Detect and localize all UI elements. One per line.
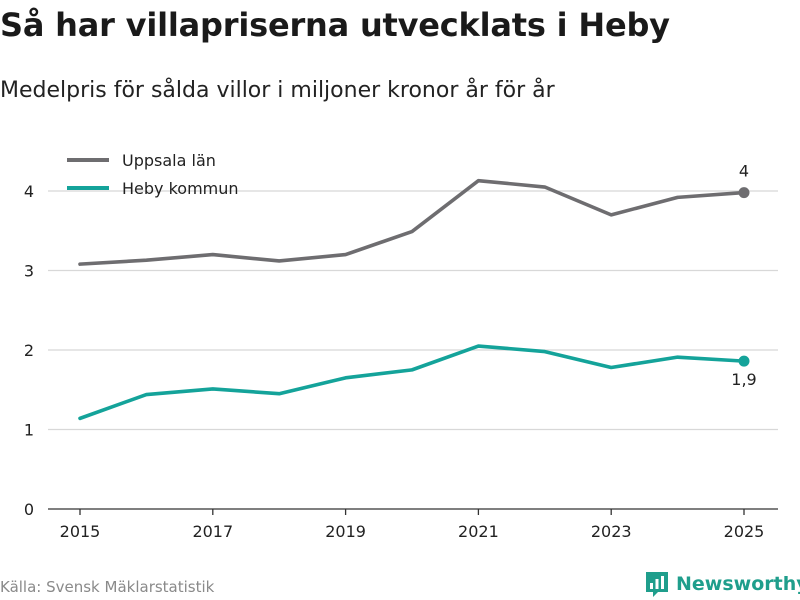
brand-name: Newsworthy — [676, 573, 800, 595]
y-tick-label: 4 — [24, 182, 34, 201]
series-uppsala-län-end-point — [738, 187, 750, 199]
axes: 0 1 2 3 4 2015 2017 2019 2021 2023 2025 — [24, 182, 778, 541]
legend-label-1: Heby kommun — [122, 179, 239, 198]
x-tick-label: 2017 — [192, 522, 233, 541]
y-tick-label: 1 — [24, 421, 34, 440]
x-tick-label: 2021 — [458, 522, 499, 541]
x-tick-label: 2015 — [60, 522, 101, 541]
legend: Uppsala län Heby kommun — [67, 151, 239, 198]
series-heby-kommun-line — [78, 344, 746, 421]
chart-title: Så har villapriserna utvecklats i Heby — [0, 6, 670, 44]
series-uppsala-län-end-label: 4 — [739, 162, 749, 181]
series-uppsala-län-line — [78, 178, 746, 266]
source-note: Källa: Svensk Mäklarstatistik — [0, 578, 215, 596]
brand-logo: Newsworthy — [644, 570, 800, 598]
x-tick-label: 2025 — [724, 522, 765, 541]
newsworthy-logo-icon — [646, 572, 668, 597]
chart-subtitle: Medelpris för sålda villor i miljoner kr… — [0, 78, 555, 103]
y-tick-label: 0 — [24, 500, 34, 519]
series-heby-kommun-end-label: 1,9 — [731, 370, 756, 389]
grid-lines — [48, 190, 778, 431]
x-tick-label: 2023 — [591, 522, 632, 541]
y-tick-label: 2 — [24, 341, 34, 360]
x-tick-label: 2019 — [325, 522, 366, 541]
series-heby-kommun-end-point — [738, 355, 750, 367]
series-lines: 41,9 — [78, 162, 757, 421]
legend-label-0: Uppsala län — [122, 151, 216, 170]
y-tick-label: 3 — [24, 262, 34, 281]
